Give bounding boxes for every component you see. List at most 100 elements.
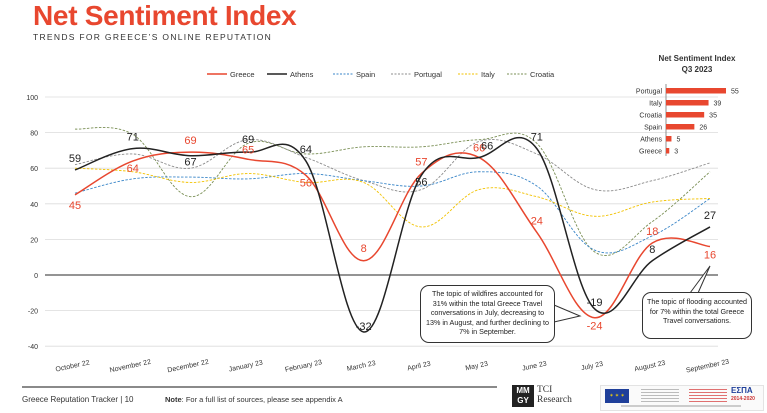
data-labels: 45646965568576624-2418165971676964-32566… <box>69 132 716 333</box>
bar-value: 5 <box>676 137 680 144</box>
note-label: Note <box>165 395 182 404</box>
data-label-athens: 67 <box>184 157 196 169</box>
espa-text: ΕΣΠΑ <box>731 386 753 395</box>
page-title: Net Sentiment Index <box>33 0 297 31</box>
series-line-italy <box>74 167 711 228</box>
bar-label: Athens <box>640 137 662 144</box>
x-tick-label: December 22 <box>167 359 210 375</box>
bar-greece <box>666 148 670 154</box>
x-tick-label: October 22 <box>55 359 90 373</box>
hellenic-republic-logo <box>641 389 679 403</box>
series-line-athens <box>74 136 711 333</box>
x-tick-label: March 23 <box>346 360 376 373</box>
bar-chart-subtitle: Q3 2023 <box>682 65 713 74</box>
bar-athens <box>666 136 672 142</box>
data-label-greece: 18 <box>646 226 658 238</box>
data-label-athens: 27 <box>704 210 716 222</box>
series-line-greece <box>74 151 711 319</box>
y-tick-label: 40 <box>30 202 38 209</box>
bar-croatia <box>666 112 705 118</box>
x-tick-label: April 23 <box>407 361 432 373</box>
legend: Greece Athens Spain Portugal Italy Croatia <box>207 70 555 79</box>
x-tick-label: July 23 <box>581 361 604 372</box>
legend-label-portugal: Portugal <box>414 70 442 79</box>
bar-portugal <box>666 88 726 94</box>
note-text: : For a full list of sources, please see… <box>181 395 343 404</box>
series-lines <box>74 127 711 333</box>
footer-divider <box>22 386 497 388</box>
data-label-greece: 64 <box>127 163 139 175</box>
data-label-athens: 66 <box>481 141 493 153</box>
x-tick-label: January 23 <box>228 359 263 373</box>
epanek-logo <box>689 389 727 403</box>
grid-lines <box>45 96 718 347</box>
bar-label: Portugal <box>636 89 663 96</box>
series-line-spain <box>74 171 711 254</box>
footer-report-name: Greece Reputation Tracker | 10 <box>22 395 134 404</box>
data-label-athens: 71 <box>127 132 139 144</box>
bar-chart-title: Net Sentiment Index <box>659 54 736 63</box>
y-tick-label: -20 <box>28 309 38 316</box>
bar-spain <box>666 124 695 130</box>
data-label-athens: 69 <box>242 134 254 146</box>
y-tick-label: 100 <box>26 95 38 102</box>
funding-caption <box>621 405 741 407</box>
x-tick-label: February 23 <box>284 359 322 374</box>
x-tick-label: November 22 <box>109 359 152 375</box>
y-tick-label: 60 <box>30 166 38 173</box>
data-label-athens: 56 <box>415 176 427 188</box>
legend-label-greece: Greece <box>230 70 255 79</box>
y-tick-label: 0 <box>34 273 38 280</box>
bar-label: Italy <box>649 101 662 108</box>
bar-value: 26 <box>699 125 707 132</box>
tci-research-logo: TCI Research <box>537 385 572 405</box>
page-subtitle: TRENDS FOR GREECE’S ONLINE REPUTATION <box>33 32 273 42</box>
x-tick-label: May 23 <box>465 361 489 373</box>
data-label-athens: 71 <box>531 132 543 144</box>
data-label-greece: 8 <box>361 243 367 255</box>
legend-label-spain: Spain <box>356 70 375 79</box>
eu-funding-logos: ✶ ✶ ✶ ΕΣΠΑ 2014-2020 <box>600 385 764 411</box>
x-tick-label: September 23 <box>685 359 730 375</box>
data-label-greece: 65 <box>242 144 254 156</box>
legend-label-athens: Athens <box>290 70 314 79</box>
q3-bar-chart: Net Sentiment Index Q3 2023 Portugal 55 Ital… <box>636 54 739 156</box>
bar-label: Spain <box>644 125 662 132</box>
y-tick-label: 20 <box>30 237 38 244</box>
legend-label-italy: Italy <box>481 70 495 79</box>
data-label-greece: -24 <box>587 321 603 333</box>
callout-pointers <box>553 265 711 323</box>
series-line-croatia <box>74 127 711 256</box>
data-label-athens: 8 <box>649 244 655 256</box>
espa-years: 2014-2020 <box>731 396 755 402</box>
bar-italy <box>666 100 709 106</box>
net-sentiment-chart: 100 80 60 40 20 0 -20 -40 October 22 November 22… <box>26 54 739 375</box>
y-tick-label: 80 <box>30 131 38 138</box>
data-label-athens: 59 <box>69 153 81 165</box>
mmgy-logo: MM GY <box>512 385 534 407</box>
x-tick-label: August 23 <box>634 360 666 373</box>
bar-value: 3 <box>674 149 678 156</box>
data-label-greece: 66 <box>473 143 485 155</box>
espa-logo: ΕΣΠΑ 2014-2020 <box>731 387 755 403</box>
bar-value: 39 <box>714 101 722 108</box>
y-tick-label: -40 <box>28 344 38 351</box>
x-tick-label: June 23 <box>522 360 548 372</box>
footer-note: Note: For a full list of sources, please… <box>165 395 343 404</box>
flooding-callout-pointer <box>689 265 711 294</box>
data-label-athens: -32 <box>356 321 372 333</box>
mmgy-logo-text: MM GY <box>516 386 530 405</box>
bar-value: 35 <box>709 113 717 120</box>
data-label-greece: 16 <box>704 250 716 262</box>
bar-label: Croatia <box>639 113 662 120</box>
data-label-greece: 24 <box>531 215 543 227</box>
eu-flag-icon: ✶ ✶ ✶ <box>605 389 629 403</box>
y-axis-ticks: 100 80 60 40 20 0 -20 -40 <box>26 95 38 351</box>
bar-value: 55 <box>731 89 739 96</box>
data-label-greece: 69 <box>184 135 196 147</box>
bar-label: Greece <box>639 149 662 156</box>
series-line-portugal <box>74 139 711 193</box>
flooding-callout: The topic of flooding accounted for 7% w… <box>642 292 752 339</box>
data-label-athens: 64 <box>300 144 312 156</box>
wildfire-callout-pointer <box>553 304 582 323</box>
